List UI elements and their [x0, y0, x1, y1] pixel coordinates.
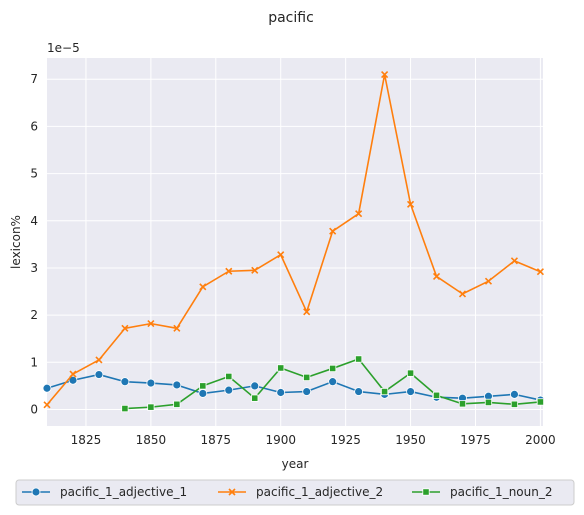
- legend-marker: [31, 487, 41, 497]
- data-point: [510, 389, 519, 399]
- x-tick-label: 1900: [265, 433, 296, 447]
- data-point: [354, 387, 364, 396]
- data-point: [328, 377, 338, 387]
- data-point: [536, 268, 544, 276]
- x-tick-label: 2000: [525, 433, 556, 447]
- series-pacific_1_noun_2: [121, 355, 545, 413]
- data-point: [458, 290, 467, 298]
- x-tick-label: 1825: [71, 433, 102, 447]
- data-point: [225, 267, 233, 275]
- data-point: [432, 391, 441, 399]
- legend: pacific_1_adjective_1 pacific_1_adjective…: [15, 479, 575, 506]
- y-tick-label: 7: [30, 72, 38, 86]
- data-point: [510, 400, 519, 408]
- data-point: [173, 400, 181, 408]
- data-point: [302, 387, 312, 396]
- data-point: [484, 277, 493, 285]
- legend-label: pacific_1_noun_2: [450, 485, 553, 499]
- x-tick-label: 1975: [460, 433, 491, 447]
- y-tick-label: 2: [30, 308, 38, 322]
- data-point: [147, 320, 155, 328]
- data-point: [147, 403, 155, 411]
- series-pacific_1_adjective_1: [42, 370, 545, 405]
- legend-label: pacific_1_adjective_2: [256, 485, 383, 499]
- y-scale-label: 1e−5: [47, 41, 80, 55]
- data-point: [458, 400, 467, 408]
- data-point: [329, 227, 337, 235]
- data-point: [536, 398, 545, 406]
- data-point: [121, 324, 129, 332]
- x-axis-label: year: [282, 457, 309, 471]
- data-point: [172, 380, 182, 390]
- y-tick-label: 6: [30, 119, 38, 133]
- y-tick-label: 0: [30, 402, 38, 416]
- data-point: [406, 200, 415, 208]
- y-tick-label: 4: [30, 214, 38, 228]
- series-line: [46, 73, 541, 406]
- data-point: [380, 387, 389, 396]
- data-point: [69, 370, 77, 378]
- grid: [47, 58, 543, 426]
- data-point: [199, 382, 207, 390]
- data-point: [510, 257, 519, 265]
- data-point: [406, 369, 415, 377]
- x-tick-label: 1925: [330, 433, 361, 447]
- legend-item: pacific_1_adjective_2: [218, 485, 383, 499]
- data-point: [484, 398, 493, 407]
- series-lines: [42, 70, 545, 413]
- data-point: [251, 394, 259, 402]
- data-point: [95, 356, 103, 364]
- y-tick-label: 3: [30, 261, 38, 275]
- data-point: [199, 283, 207, 291]
- y-tick-labels: 0 1 2 3 4 5 6 7: [30, 72, 38, 416]
- data-point: [406, 387, 415, 396]
- legend-item: pacific_1_adjective_1: [22, 485, 187, 499]
- legend-item: pacific_1_noun_2: [412, 485, 553, 499]
- legend-marker: [228, 488, 236, 496]
- x-tick-label: 1875: [201, 433, 232, 447]
- x-tick-labels: 1825 1850 1875 1900 1925 1950 1975 2000: [71, 433, 556, 447]
- data-point: [381, 70, 389, 79]
- data-point: [43, 401, 51, 409]
- x-tick-label: 1950: [395, 433, 426, 447]
- chart-title: pacific: [268, 10, 314, 26]
- x-tick-label: 1850: [136, 433, 167, 447]
- legend-box: [15, 479, 575, 506]
- data-point: [355, 355, 363, 363]
- data-point: [225, 372, 233, 381]
- legend-label: pacific_1_adjective_1: [60, 485, 187, 499]
- y-axis-label: lexicon%: [9, 215, 23, 269]
- plot-background: [47, 58, 543, 426]
- y-tick-label: 5: [30, 167, 38, 181]
- data-point: [121, 404, 129, 413]
- series-pacific_1_adjective_2: [43, 70, 544, 409]
- data-point: [146, 378, 156, 388]
- data-point: [173, 324, 181, 332]
- data-point: [277, 251, 285, 259]
- data-point: [198, 389, 208, 398]
- data-point: [224, 385, 234, 395]
- data-point: [42, 383, 52, 393]
- data-point: [355, 210, 363, 218]
- y-tick-label: 1: [30, 355, 38, 369]
- data-point: [303, 373, 311, 382]
- data-point: [94, 370, 104, 379]
- data-point: [329, 364, 337, 373]
- data-point: [120, 377, 130, 387]
- data-point: [250, 381, 260, 391]
- data-point: [276, 388, 286, 397]
- data-point: [277, 364, 285, 372]
- legend-marker: [422, 488, 430, 496]
- data-point: [303, 308, 311, 316]
- data-point: [68, 375, 78, 385]
- data-point: [432, 272, 441, 281]
- data-point: [251, 266, 259, 274]
